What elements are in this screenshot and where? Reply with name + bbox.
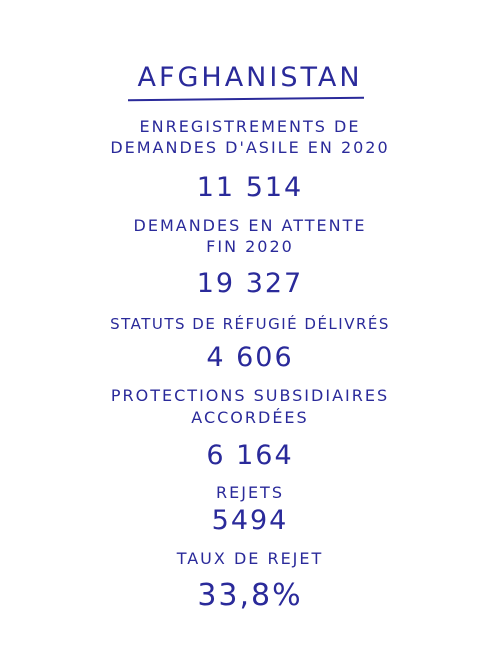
page-title: AFGHANISTAN <box>137 62 363 93</box>
stat-label-asylum-registrations-line1: ENREGISTREMENTS DE <box>139 117 361 136</box>
stat-value-subsidiary-protection: 6 164 <box>206 440 294 471</box>
stat-label-pending-requests-line1: DEMANDES EN ATTENTE <box>133 216 367 235</box>
stat-value-refugee-status: 4 606 <box>206 342 294 373</box>
stat-label-subsidiary-protection-line2: ACCORDÉES <box>191 408 309 427</box>
stat-label-rejections: REJETS <box>216 483 284 502</box>
title-underline <box>127 96 365 102</box>
stat-label-asylum-registrations-line2: DEMANDES D'ASILE EN 2020 <box>110 138 390 157</box>
stat-value-rejections: 5494 <box>211 505 289 536</box>
stat-label-subsidiary-protection-line1: PROTECTIONS SUBSIDIAIRES <box>110 386 390 405</box>
stat-value-asylum-registrations: 11 514 <box>196 172 304 203</box>
stat-label-rejection-rate: TAUX DE REJET <box>176 549 324 568</box>
stat-value-rejection-rate: 33,8% <box>197 578 303 613</box>
stat-label-pending-requests-line2: FIN 2020 <box>206 237 294 256</box>
stat-value-pending-requests: 19 327 <box>196 268 304 299</box>
stat-label-refugee-status: STATUTS DE RÉFUGIÉ DÉLIVRÉS <box>110 315 390 333</box>
